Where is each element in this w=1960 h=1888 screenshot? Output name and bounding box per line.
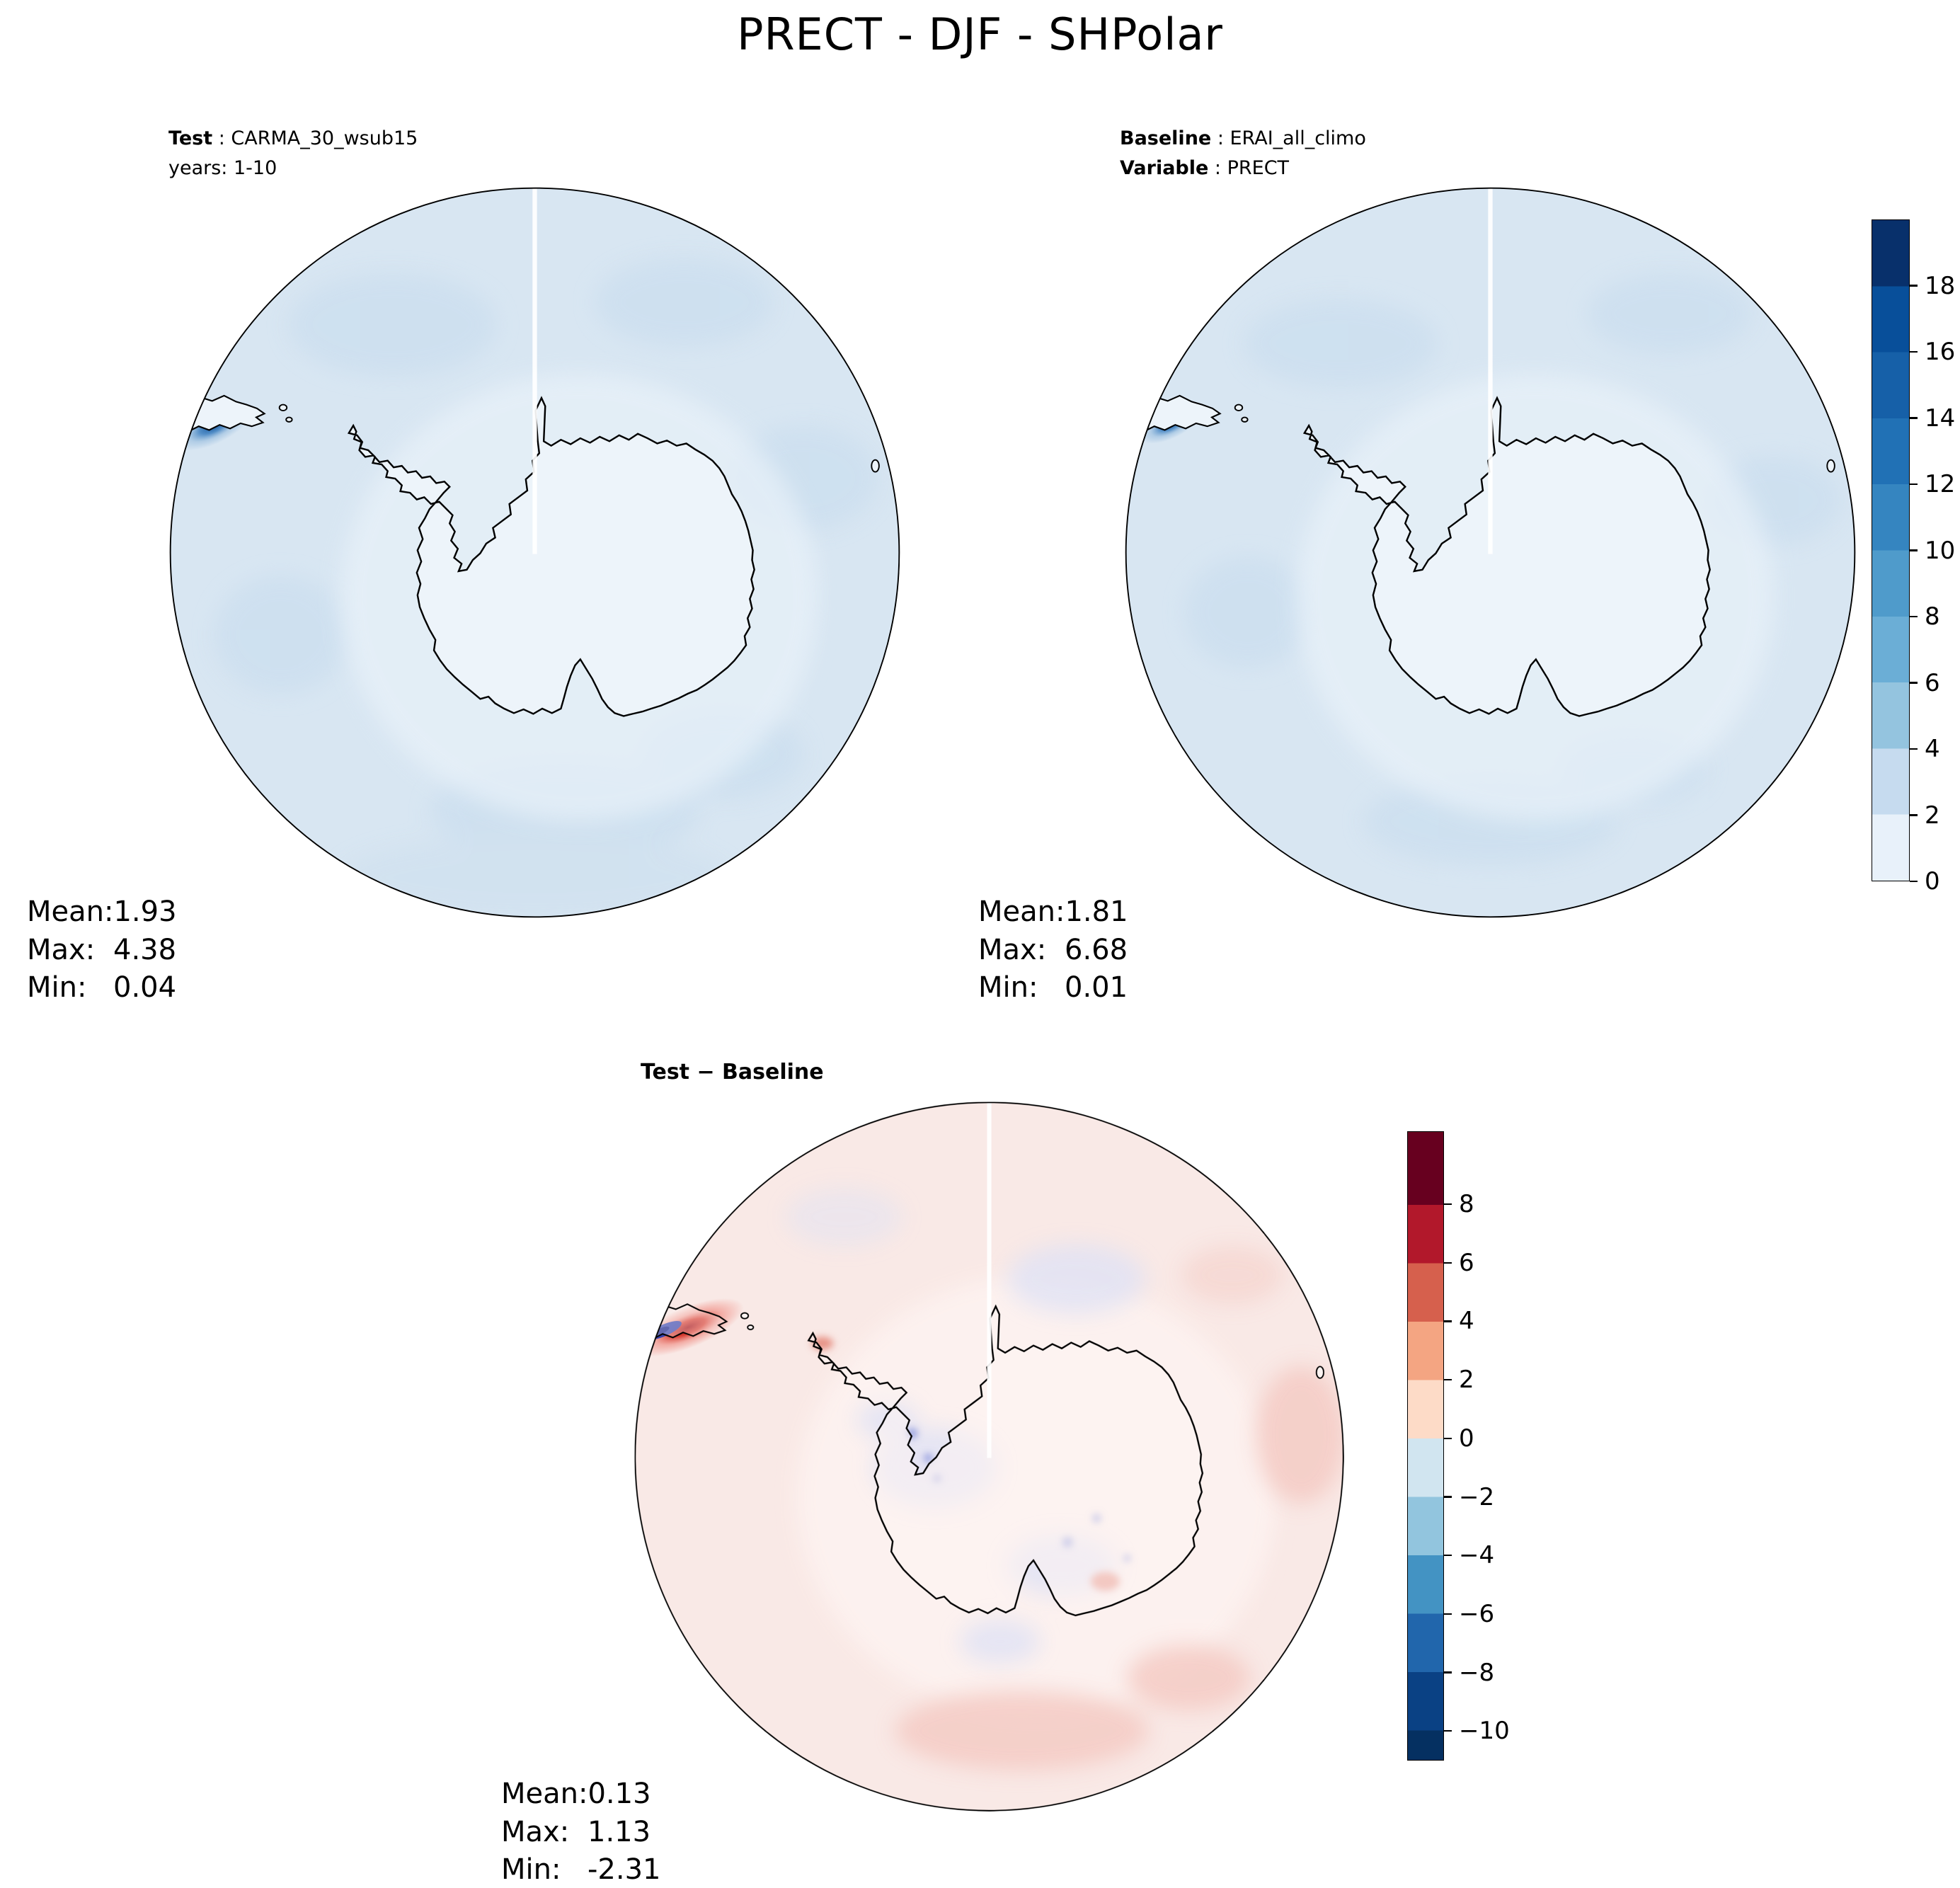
colorbar-tick bbox=[1444, 1261, 1452, 1264]
colorbar-tick-label: 4 bbox=[1925, 735, 1940, 763]
baseline-dataset-line: Baseline : ERAI_all_climo bbox=[1120, 127, 1366, 149]
colorbar-tick bbox=[1444, 1496, 1452, 1498]
colorbar-tick-label: 16 bbox=[1925, 338, 1956, 366]
map-diff bbox=[634, 1102, 1344, 1812]
baseline-dataset-name: ERAI_all_climo bbox=[1230, 127, 1366, 149]
colorbar-tick bbox=[1910, 748, 1918, 750]
colorbar-tick bbox=[1444, 1203, 1452, 1206]
colorbar-tick-label: −6 bbox=[1459, 1599, 1495, 1628]
baseline-max: Max: 6.68 bbox=[978, 933, 1128, 966]
map-boundary-baseline bbox=[1125, 187, 1856, 918]
diff-mean: Mean:0.13 bbox=[501, 1778, 651, 1810]
colorbar-tick-label: −4 bbox=[1459, 1541, 1495, 1570]
colorbar-tick bbox=[1444, 1729, 1452, 1732]
projection-seam-baseline bbox=[1488, 188, 1493, 554]
baseline-stats: Mean:1.81 Max: 6.68 Min: 0.01 bbox=[978, 893, 1128, 1007]
test-panel-label: Test : CARMA_30_wsub15 years: 1-10 bbox=[168, 124, 418, 183]
baseline-panel-label: Baseline : ERAI_all_climo Variable : PRE… bbox=[1120, 124, 1366, 183]
test-dataset-line: Test : CARMA_30_wsub15 bbox=[168, 127, 418, 149]
colorbar-tick bbox=[1444, 1437, 1452, 1440]
colorbar-tick-label: 10 bbox=[1925, 536, 1956, 565]
colorbar-tick bbox=[1910, 549, 1918, 551]
diff-positive-patches bbox=[895, 1246, 1343, 1771]
colorbar-tick-label: −10 bbox=[1459, 1717, 1510, 1746]
colorbar-tick bbox=[1910, 417, 1918, 419]
map-boundary-diff bbox=[634, 1102, 1344, 1812]
islands-baseline bbox=[1234, 404, 1835, 473]
map-boundary-test bbox=[169, 187, 900, 918]
colorbar-tick-label: 14 bbox=[1925, 404, 1956, 433]
colorbar-tick bbox=[1910, 615, 1918, 618]
colorbar-tick bbox=[1444, 1320, 1452, 1322]
islands-diff bbox=[740, 1312, 1324, 1379]
colorbar-tick-label: 2 bbox=[1925, 801, 1940, 830]
baseline-min: Min: 0.01 bbox=[978, 971, 1128, 1005]
colorbar-tick bbox=[1444, 1671, 1452, 1674]
colorbar-tick bbox=[1444, 1613, 1452, 1615]
colorbar-diff-gradient bbox=[1407, 1131, 1444, 1761]
colorbar-tick bbox=[1910, 483, 1918, 486]
test-max: Max: 4.38 bbox=[27, 933, 177, 966]
test-label-key: Test bbox=[168, 127, 213, 149]
colorbar-tick bbox=[1910, 880, 1918, 883]
baseline-mean: Mean:1.81 bbox=[978, 896, 1128, 928]
baseline-variable-line: Variable : PRECT bbox=[1120, 156, 1290, 179]
diff-min: Min: -2.31 bbox=[501, 1853, 661, 1887]
colorbar-diff: 8 6 4 2 0 −2 −4 −6 −8 −10 bbox=[1407, 1131, 1510, 1761]
diff-panel-title: Test − Baseline bbox=[641, 1060, 824, 1085]
colorbar-tick-label: 4 bbox=[1459, 1307, 1474, 1336]
projection-seam-test bbox=[532, 188, 537, 554]
map-baseline bbox=[1125, 187, 1856, 918]
colorbar-precip-gradient bbox=[1872, 219, 1910, 881]
colorbar-tick-label: 8 bbox=[1459, 1190, 1474, 1219]
figure-title: PRECT - DJF - SHPolar bbox=[737, 8, 1223, 60]
colorbar-tick-label: 6 bbox=[1459, 1248, 1474, 1277]
colorbar-tick-label: 12 bbox=[1925, 470, 1956, 498]
colorbar-precip: 18 16 14 12 10 8 6 4 2 0 bbox=[1872, 219, 1955, 896]
test-stats: Mean:1.93 Max: 4.38 Min: 0.04 bbox=[27, 893, 177, 1007]
colorbar-tick bbox=[1444, 1378, 1452, 1381]
colorbar-tick-label: 0 bbox=[1459, 1424, 1474, 1453]
test-years-line: years: 1-10 bbox=[168, 156, 277, 179]
test-dataset-name: CARMA_30_wsub15 bbox=[231, 127, 418, 149]
colorbar-tick bbox=[1444, 1554, 1452, 1557]
islands-test bbox=[278, 404, 880, 473]
baseline-variable-key: Variable bbox=[1120, 156, 1209, 179]
colorbar-tick bbox=[1910, 350, 1918, 353]
colorbar-tick-label: −2 bbox=[1459, 1482, 1495, 1511]
colorbar-tick bbox=[1910, 682, 1918, 684]
baseline-label-key: Baseline bbox=[1120, 127, 1212, 149]
colorbar-tick-label: 0 bbox=[1925, 867, 1940, 896]
test-min: Min: 0.04 bbox=[27, 971, 177, 1005]
projection-seam-diff bbox=[987, 1102, 992, 1458]
map-test bbox=[169, 187, 900, 918]
baseline-variable-name: PRECT bbox=[1227, 156, 1290, 179]
diff-max: Max: 1.13 bbox=[501, 1815, 651, 1848]
colorbar-tick bbox=[1910, 285, 1918, 287]
colorbar-tick bbox=[1910, 814, 1918, 816]
colorbar-tick-label: 6 bbox=[1925, 668, 1940, 697]
colorbar-tick-label: −8 bbox=[1459, 1658, 1495, 1687]
colorbar-tick-label: 18 bbox=[1925, 271, 1956, 300]
colorbar-tick-label: 2 bbox=[1459, 1366, 1474, 1395]
test-mean: Mean:1.93 bbox=[27, 896, 177, 928]
diff-stats: Mean:0.13 Max: 1.13 Min: -2.31 bbox=[501, 1775, 661, 1888]
colorbar-tick-label: 8 bbox=[1925, 602, 1940, 631]
